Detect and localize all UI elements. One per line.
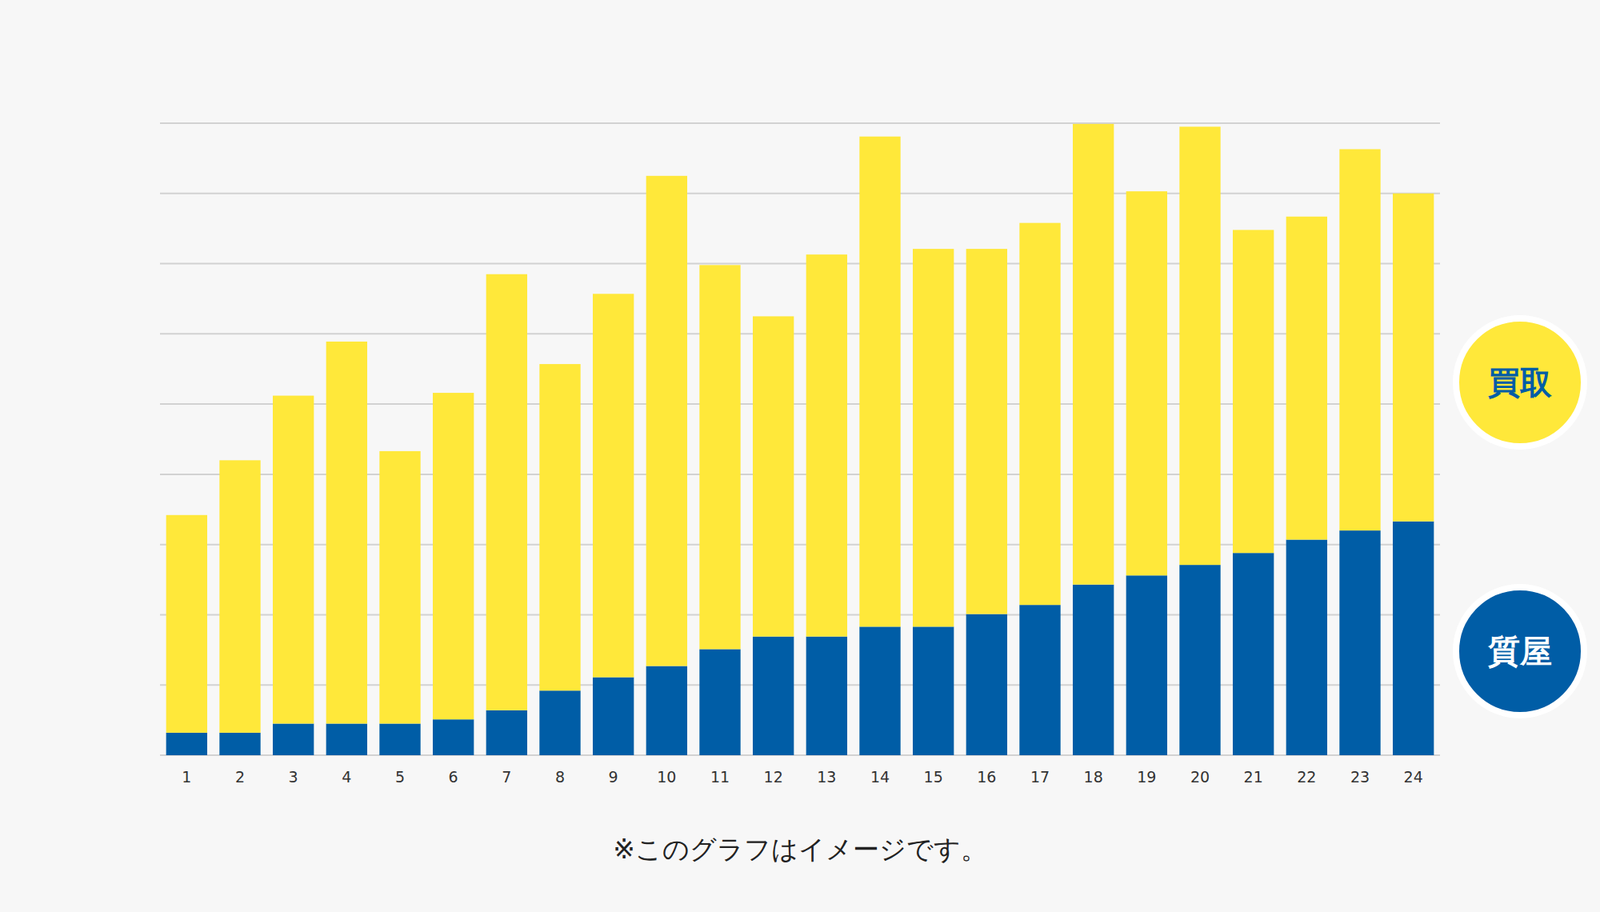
x-tick-label: 22 bbox=[1296, 768, 1316, 786]
x-tick-label: 24 bbox=[1404, 768, 1424, 786]
x-tick-label: 9 bbox=[608, 768, 619, 786]
bar bbox=[966, 614, 1008, 756]
bar bbox=[432, 719, 474, 756]
bar bbox=[379, 451, 420, 724]
bar bbox=[486, 274, 528, 711]
bar bbox=[1019, 604, 1060, 756]
x-tick-label: 23 bbox=[1350, 768, 1370, 786]
bar bbox=[1286, 540, 1328, 756]
bars bbox=[166, 124, 1435, 756]
x-tick-label: 6 bbox=[448, 768, 459, 786]
x-tick-label: 1 bbox=[181, 768, 192, 786]
x-tick-label: 7 bbox=[501, 768, 512, 786]
bar bbox=[1392, 193, 1434, 522]
bar bbox=[166, 515, 208, 733]
grid bbox=[160, 123, 1440, 756]
x-tick-label: 4 bbox=[341, 768, 352, 786]
x-tick-label: 11 bbox=[710, 768, 730, 786]
bar bbox=[272, 724, 314, 756]
legend-swatch bbox=[1456, 587, 1584, 716]
bar bbox=[379, 724, 420, 756]
bar bbox=[1232, 229, 1274, 553]
bar bbox=[1072, 124, 1114, 585]
x-tick-label: 19 bbox=[1136, 768, 1156, 786]
bar bbox=[699, 264, 740, 649]
bar bbox=[699, 648, 740, 756]
bar bbox=[646, 666, 688, 756]
background bbox=[0, 0, 1600, 912]
bar bbox=[326, 724, 368, 756]
x-tick-label: 21 bbox=[1244, 768, 1264, 786]
bar bbox=[432, 392, 474, 720]
x-tick-label: 14 bbox=[870, 768, 890, 786]
x-tick-label: 15 bbox=[924, 768, 944, 786]
x-tick-label: 10 bbox=[656, 768, 676, 786]
bar bbox=[1179, 564, 1220, 756]
bar bbox=[912, 248, 954, 627]
bar bbox=[326, 341, 368, 724]
bar bbox=[1392, 521, 1434, 756]
x-tick-label: 5 bbox=[395, 768, 405, 786]
bar bbox=[859, 626, 900, 756]
x-tick-label: 16 bbox=[976, 768, 996, 786]
bar bbox=[1232, 552, 1274, 756]
x-tick-label: 18 bbox=[1084, 768, 1104, 786]
x-tick-label: 20 bbox=[1190, 768, 1210, 786]
bar bbox=[1072, 584, 1114, 756]
bar bbox=[272, 396, 314, 724]
bar bbox=[752, 316, 794, 636]
bar bbox=[912, 626, 954, 756]
grid-line bbox=[160, 192, 1440, 195]
legend: 買取質屋 bbox=[1456, 318, 1584, 716]
bar bbox=[1339, 148, 1380, 531]
bar bbox=[219, 460, 260, 733]
bar bbox=[486, 710, 528, 756]
x-tick-label: 3 bbox=[288, 768, 299, 786]
bar bbox=[592, 677, 634, 756]
bar bbox=[646, 176, 688, 667]
legend-swatch bbox=[1456, 318, 1584, 447]
bar bbox=[1179, 126, 1220, 565]
bar bbox=[539, 364, 580, 691]
bar bbox=[219, 732, 260, 756]
legend-label: 質屋 bbox=[1487, 632, 1552, 670]
x-tick-label: 13 bbox=[816, 768, 836, 786]
x-tick-label: 12 bbox=[764, 768, 784, 786]
bar bbox=[806, 636, 848, 756]
bar bbox=[752, 636, 794, 756]
x-tick-labels: 123456789101112131415161718192021222324 bbox=[181, 768, 1423, 786]
legend-label: 買取 bbox=[1488, 364, 1552, 401]
x-tick-label: 17 bbox=[1030, 768, 1050, 786]
bar bbox=[539, 690, 580, 756]
bar bbox=[806, 254, 848, 637]
bar bbox=[166, 732, 208, 756]
bar bbox=[1126, 191, 1168, 576]
x-tick-label: 8 bbox=[555, 768, 565, 786]
x-tick-label: 2 bbox=[235, 768, 245, 786]
grid-line bbox=[160, 122, 1440, 124]
bar bbox=[859, 136, 900, 628]
bar bbox=[966, 248, 1008, 614]
bar bbox=[1286, 216, 1328, 540]
bar bbox=[1339, 530, 1380, 756]
bar bbox=[1126, 575, 1168, 756]
annotation: ※このグラフはイメージです。 bbox=[612, 833, 988, 865]
bar bbox=[592, 293, 634, 677]
chart: 123456789101112131415161718192021222324買… bbox=[0, 0, 1600, 912]
bar bbox=[1019, 223, 1060, 606]
